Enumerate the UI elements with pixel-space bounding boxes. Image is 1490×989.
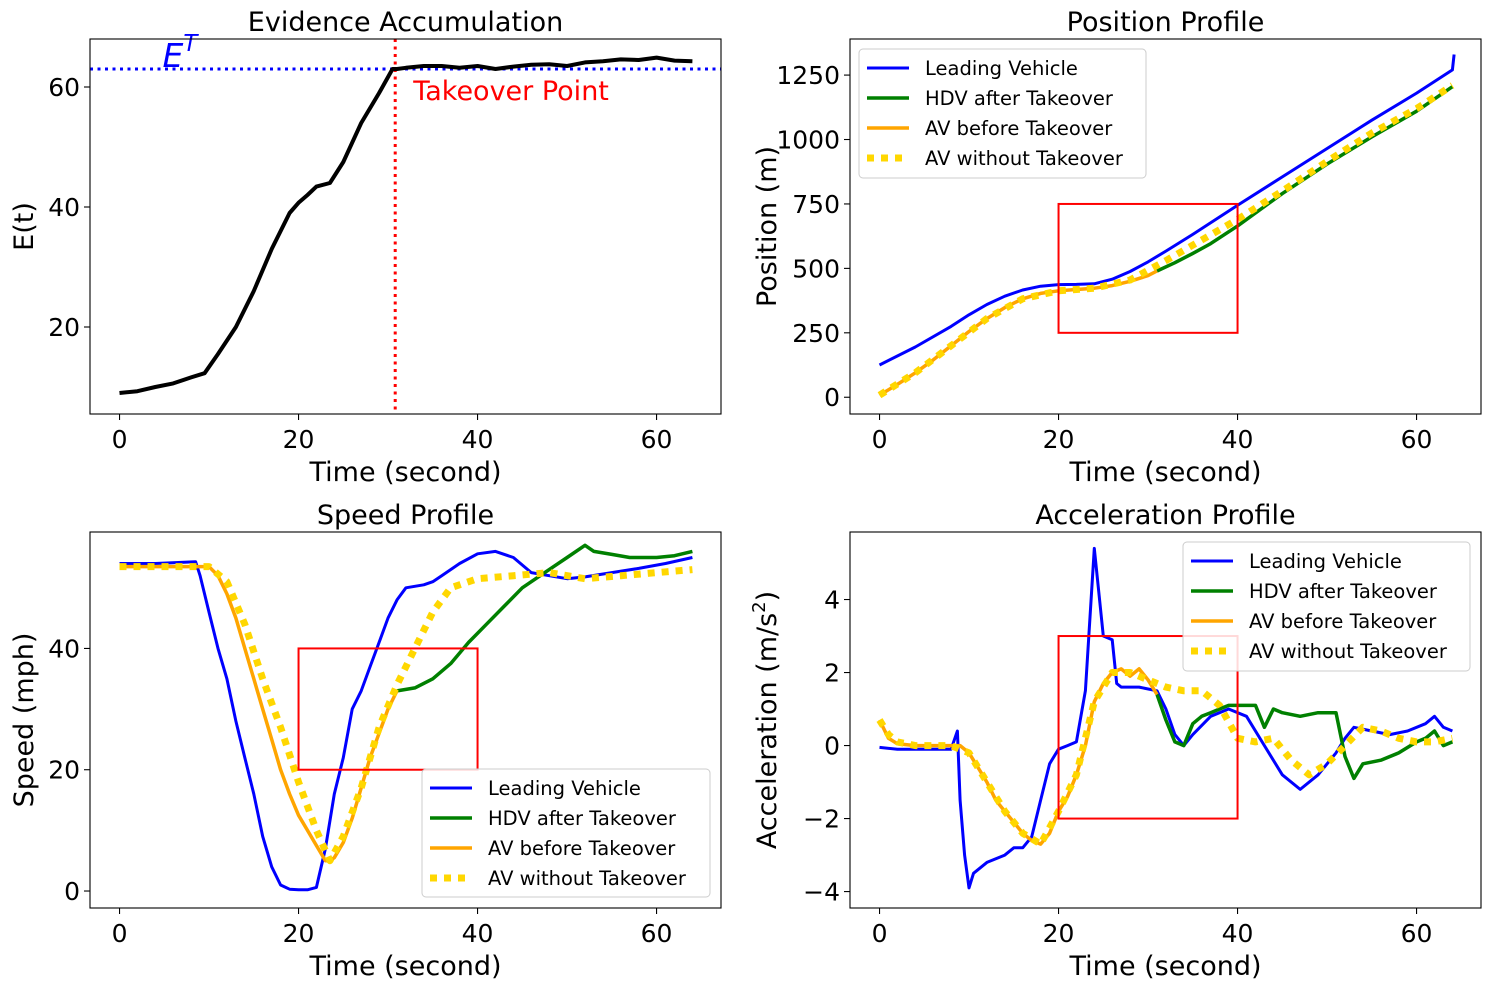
- x-tick-label: 60: [1401, 425, 1433, 454]
- plot-area: [119, 543, 693, 892]
- x-tick-label: 20: [283, 425, 315, 454]
- series-line-av-without-takeover: [876, 669, 1454, 848]
- axes-frame: [89, 38, 722, 415]
- x-tick-label: 40: [462, 919, 494, 948]
- x-tick-label: 0: [872, 425, 888, 454]
- legend-entry: AV without Takeover: [1249, 640, 1448, 663]
- legend: Leading Vehicle HDV after Takeover AV befo…: [858, 48, 1147, 179]
- y-tick-label: 2: [824, 659, 840, 688]
- series-line-leading-vehicle: [879, 546, 1453, 890]
- x-axis-label: Time (second): [308, 457, 501, 488]
- x-tick-label: 60: [1401, 919, 1433, 948]
- y-tick-label: 40: [48, 193, 80, 222]
- legend-entry: AV without Takeover: [488, 867, 687, 890]
- plot-area: [876, 546, 1454, 890]
- axes-frame: [89, 531, 722, 909]
- series-line-av-without-takeover: [877, 82, 1455, 399]
- y-axis-label-text: Speed (mph): [9, 633, 40, 808]
- y-tick-label: −4: [803, 878, 840, 907]
- x-tick-label: 40: [1222, 425, 1254, 454]
- x-tick-label: 0: [872, 919, 888, 948]
- plot-area: [877, 54, 1456, 399]
- y-axis-label-text: Acceleration (m/s: [752, 613, 783, 849]
- x-axis-label: Time (second): [1068, 951, 1261, 982]
- y-axis-label: Acceleration (m/s2): [749, 591, 783, 849]
- legend: Leading Vehicle HDV after Takeover AV befo…: [1182, 541, 1471, 672]
- zoom-box: [297, 647, 479, 771]
- threshold-label-sup: T: [183, 31, 199, 57]
- legend-entry: HDV after Takeover: [925, 87, 1114, 110]
- y-axis-label-text: Position (m): [752, 146, 783, 307]
- y-tick-label: 250: [792, 319, 840, 348]
- zoom-box: [1057, 635, 1239, 820]
- x-tick-label: 0: [112, 425, 128, 454]
- y-tick-label: 20: [48, 313, 80, 342]
- plot-area: [90, 39, 721, 414]
- zoom-box: [1057, 202, 1239, 334]
- threshold-label: ET: [162, 31, 199, 75]
- chart-speed: Speed Profile 0 20 40 60 0 20 40 Time (second) Sp…: [9, 500, 722, 982]
- y-axis-label: Position (m): [752, 146, 783, 307]
- threshold-label-main: E: [162, 36, 183, 75]
- x-axis-label: Time (second): [1068, 457, 1261, 488]
- chart-position: Position Profile 0 20 40 60 0 250 500 750 1000 125…: [752, 7, 1482, 488]
- legend-entry: Leading Vehicle: [925, 57, 1078, 80]
- axes-frame: [849, 38, 1482, 415]
- series-line-evidence: [119, 55, 693, 395]
- y-tick-label: −2: [803, 805, 840, 834]
- legend: Leading Vehicle HDV after Takeover AV befo…: [421, 768, 711, 898]
- x-tick-label: 40: [462, 425, 494, 454]
- y-axis-label: E(t): [9, 202, 40, 251]
- legend-frame: [1182, 541, 1471, 672]
- y-tick-label: 4: [824, 586, 840, 615]
- takeover-label: Takeover Point: [412, 76, 609, 107]
- chart-acceleration: Acceleration Profile 0 20 40 60 −4 −2 0 2 4 Time (…: [749, 500, 1482, 982]
- legend-entry: AV before Takeover: [1249, 610, 1437, 633]
- x-tick-label: 20: [1043, 425, 1075, 454]
- chart-title: Acceleration Profile: [1035, 500, 1295, 531]
- y-tick-label: 750: [792, 190, 840, 219]
- series-line-leading-vehicle: [119, 549, 693, 892]
- chart-title: Evidence Accumulation: [248, 7, 563, 38]
- chart-evidence: Evidence Accumulation 0 20 40 60 20 40 60 Time (…: [9, 7, 722, 488]
- x-tick-label: 20: [283, 919, 315, 948]
- series-line-hdv-after-takeover: [1155, 693, 1454, 781]
- y-tick-label: 500: [792, 254, 840, 283]
- chart-title: Speed Profile: [317, 500, 494, 531]
- y-axis-label-end: ): [752, 591, 783, 602]
- x-tick-label: 60: [641, 919, 673, 948]
- y-tick-label: 0: [824, 383, 840, 412]
- chart-title: Position Profile: [1067, 7, 1265, 38]
- series-line-av-without-takeover: [119, 563, 693, 865]
- legend-frame: [858, 48, 1147, 179]
- legend-entry: Leading Vehicle: [488, 777, 641, 800]
- x-axis-label: Time (second): [308, 951, 501, 982]
- legend-entry: HDV after Takeover: [1249, 580, 1438, 603]
- legend-frame: [421, 768, 711, 898]
- x-tick-label: 20: [1043, 919, 1075, 948]
- legend-entry: Leading Vehicle: [1249, 550, 1402, 573]
- y-tick-label: 20: [48, 756, 80, 785]
- y-tick-label: 1250: [776, 61, 840, 90]
- y-axis-label: Speed (mph): [9, 633, 40, 808]
- y-axis-label-sup: 2: [749, 601, 770, 612]
- y-tick-label: 0: [824, 732, 840, 761]
- axes-frame: [849, 531, 1482, 909]
- y-tick-label: 40: [48, 634, 80, 663]
- legend-entry: HDV after Takeover: [488, 807, 677, 830]
- x-tick-label: 0: [112, 919, 128, 948]
- series-line-av-before-takeover: [119, 564, 399, 863]
- x-tick-label: 60: [641, 425, 673, 454]
- y-tick-label: 1000: [776, 126, 840, 155]
- legend-entry: AV without Takeover: [925, 147, 1124, 170]
- y-axis-label-text: E(t): [9, 202, 40, 251]
- x-tick-label: 40: [1222, 919, 1254, 948]
- legend-entry: AV before Takeover: [925, 117, 1113, 140]
- legend-entry: AV before Takeover: [488, 837, 676, 860]
- y-tick-label: 0: [64, 877, 80, 906]
- series-line-leading-vehicle: [878, 54, 1456, 367]
- y-tick-label: 60: [48, 73, 80, 102]
